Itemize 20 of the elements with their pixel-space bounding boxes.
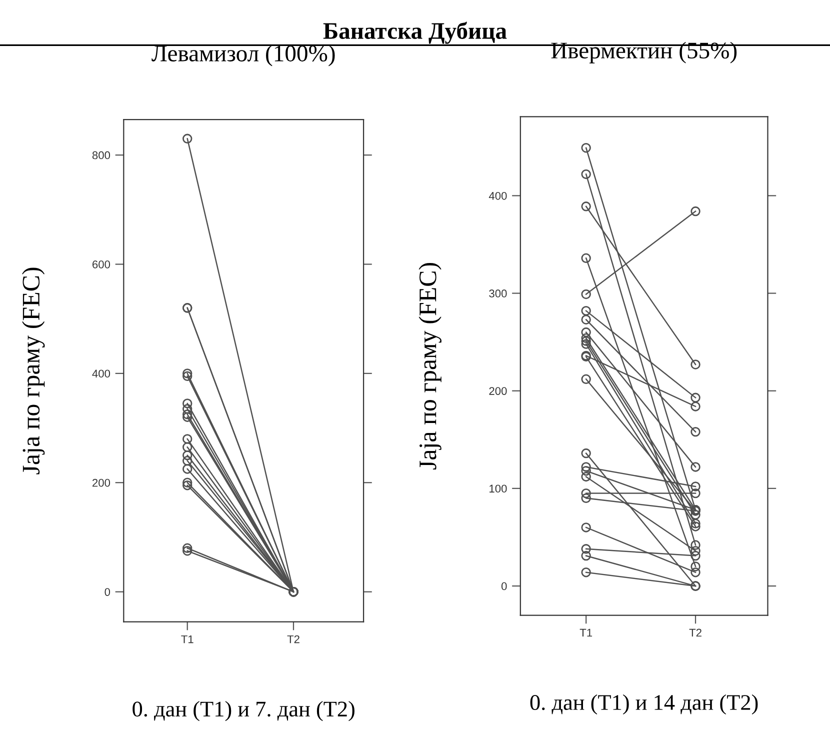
y-tick-label: 300 (489, 290, 507, 298)
y-tick-label: 0 (104, 588, 110, 596)
y-tick-label: 0 (501, 582, 507, 590)
x-tick-label: T1 (580, 628, 592, 637)
y-tick-label: 100 (490, 484, 507, 493)
x-tick-label: T2 (689, 628, 702, 637)
x-tick-label: T2 (287, 635, 300, 644)
y-axis-title: Јаја по граму (FEC) (418, 262, 442, 470)
y-tick-label: 200 (489, 387, 507, 395)
y-tick-label: 800 (92, 151, 110, 160)
y-tick-label: 400 (92, 370, 110, 378)
x-tick-label: T1 (181, 635, 194, 644)
x-axis-title: 0. дан (T1) и 14 дан (T2) (530, 694, 758, 715)
y-tick-label: 400 (488, 192, 507, 200)
x-axis-title: 0. дан (T1) и 7. дан (T2) (132, 700, 354, 722)
y-tick-label: 600 (92, 260, 110, 268)
y-tick-label: 200 (92, 478, 110, 487)
y-axis-title: Јаја по граму (FEC) (22, 268, 45, 474)
text: Банатска Дубица (323, 22, 507, 44)
chart-title: Левамизол (100%) (152, 44, 335, 66)
